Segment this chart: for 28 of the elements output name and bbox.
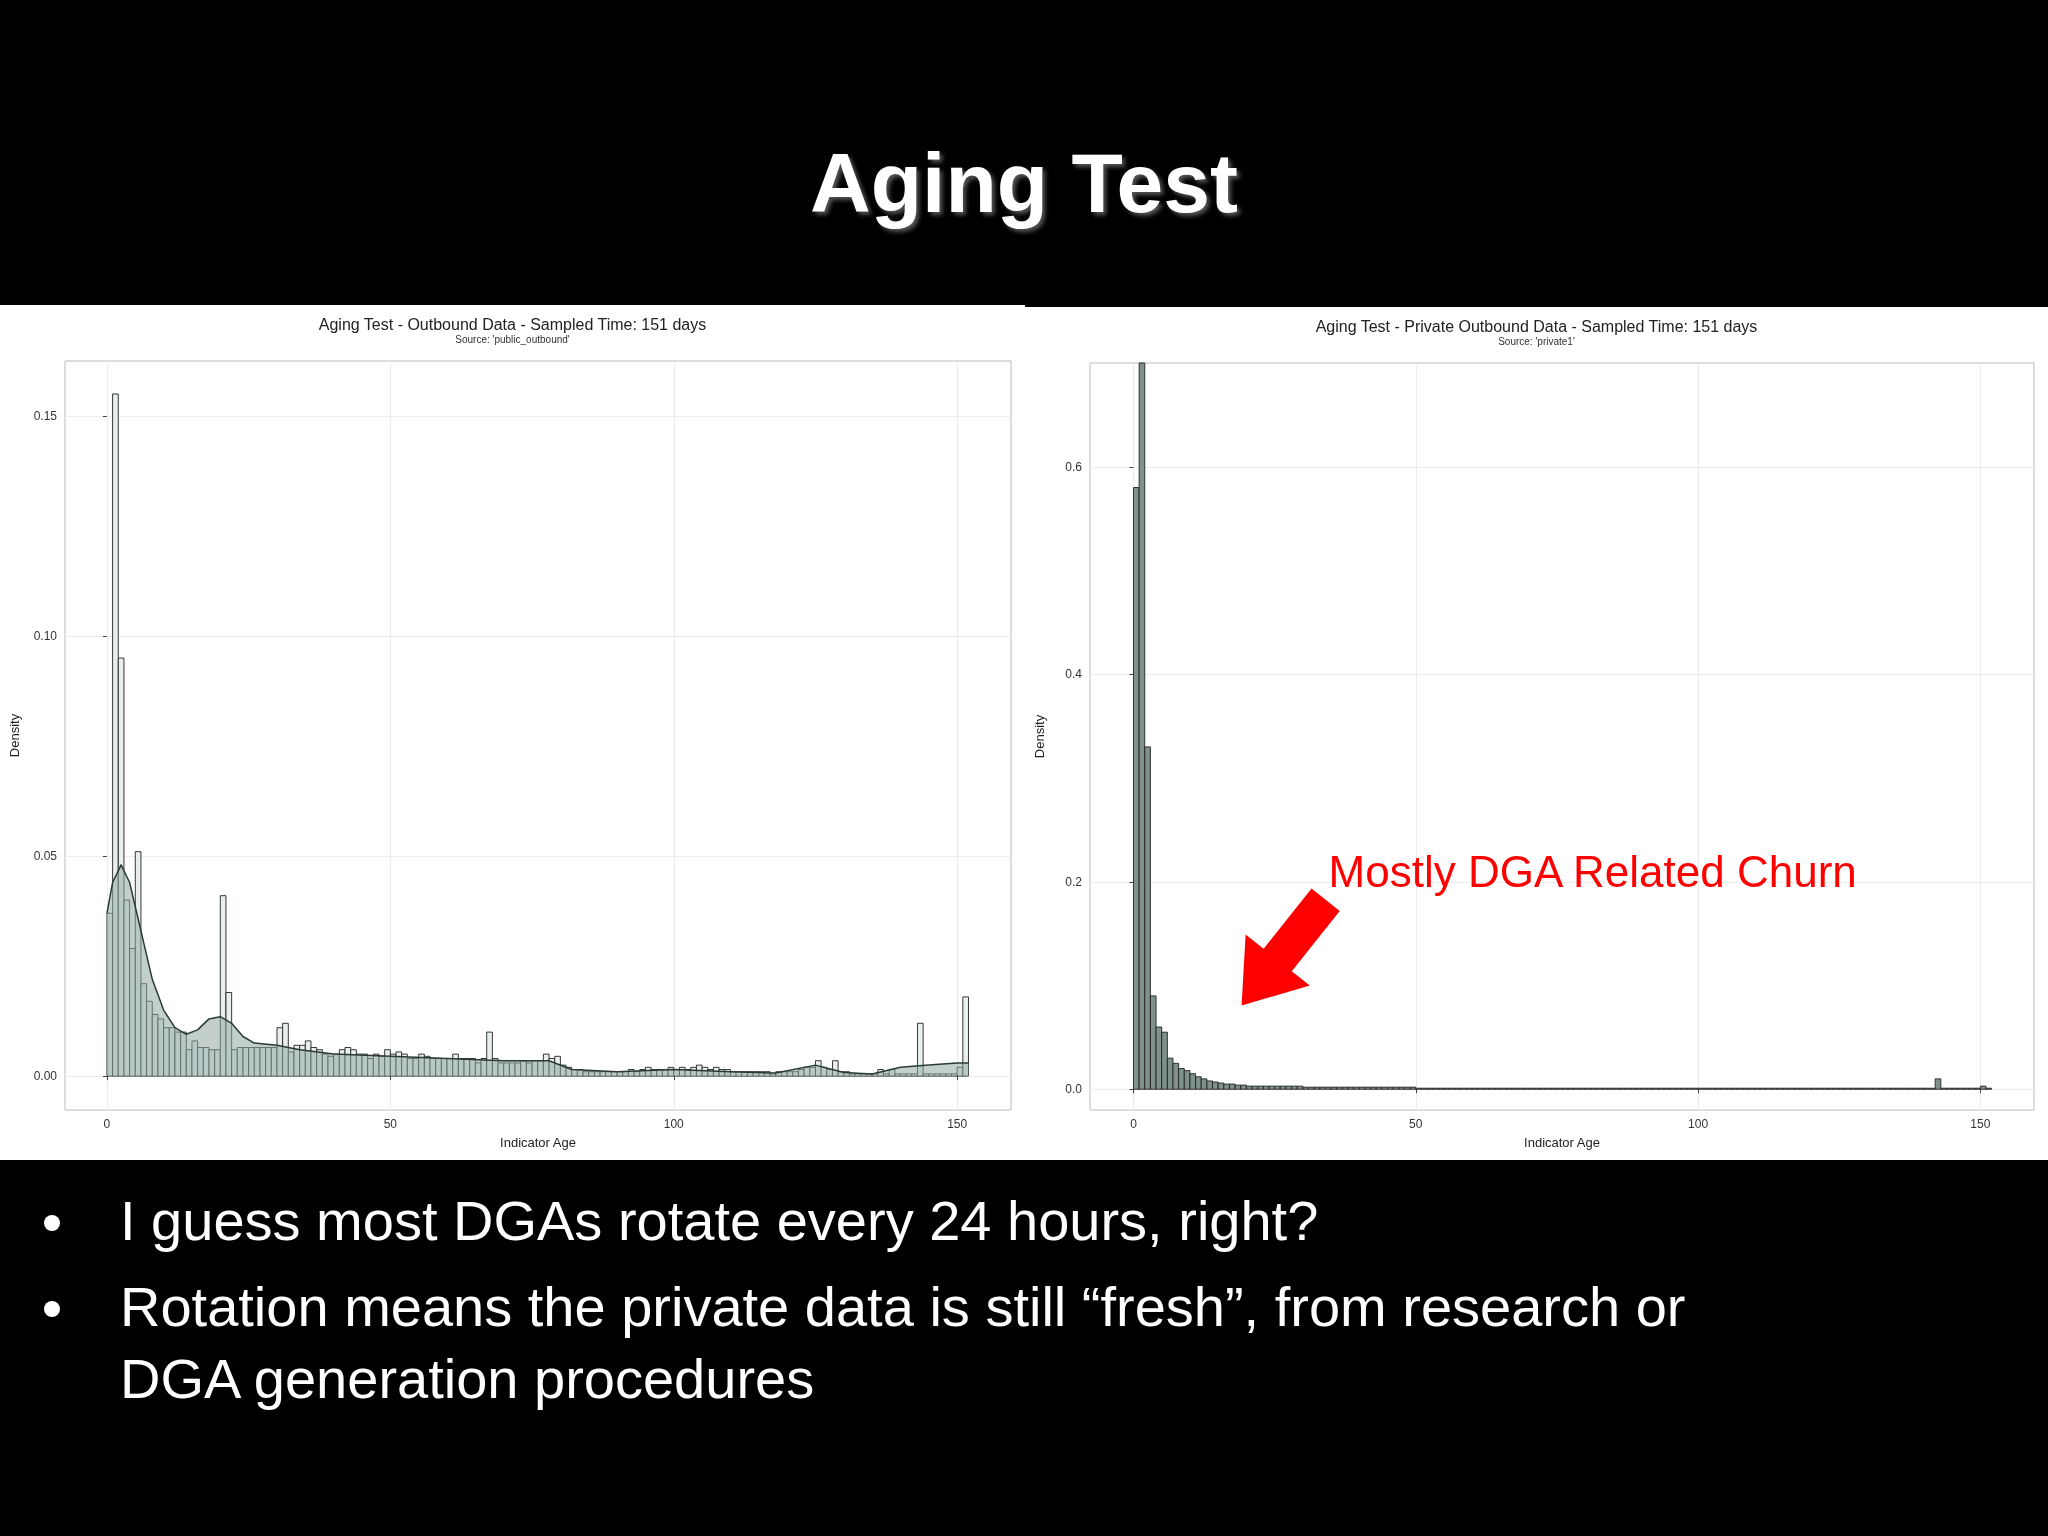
y-tick-label: 0.10 — [33, 629, 58, 644]
x-tick-label: 150 — [947, 1117, 968, 1131]
x-tick-label: 50 — [1409, 1117, 1423, 1131]
y-tick-label: 0.15 — [33, 409, 58, 424]
x-tick-label: 100 — [663, 1117, 685, 1131]
y-axis-title: Density — [1032, 714, 1047, 759]
x-tick-label: 150 — [1970, 1117, 1991, 1131]
y-tick-label: 0.4 — [1065, 667, 1083, 682]
x-axis-title: Indicator Age — [500, 1135, 576, 1150]
x-tick-label: 50 — [383, 1117, 398, 1131]
text: I guess most DGAs rotate every 24 hours, right? — [120, 1189, 1319, 1252]
x-tick-label: 0 — [1130, 1117, 1138, 1131]
x-tick-label: 0 — [103, 1117, 111, 1131]
chart-title: Aging Test - Private Outbound Data - Sampled Time: 151 days — [1315, 317, 1758, 335]
y-tick-label: 0.2 — [1065, 874, 1083, 889]
text: Rotation means the private data is still “fresh”, from research or DGA generation procedures — [120, 1275, 1686, 1410]
y-axis-title: Density — [7, 713, 22, 758]
x-tick-label: 100 — [1688, 1117, 1709, 1131]
chart-subtitle: Source: 'private1' — [1498, 335, 1575, 347]
annotation: Mostly DGA Related Churn — [1328, 846, 1857, 899]
y-tick-label: 0.6 — [1065, 459, 1083, 474]
y-tick-label: 0.0 — [1065, 1082, 1083, 1097]
y-tick-label: 0.00 — [33, 1069, 58, 1084]
chart-subtitle: Source: 'public_outbound' — [455, 333, 570, 345]
chart-title: Aging Test - Outbound Data - Sampled Time: 151 days — [318, 315, 707, 333]
y-tick-label: 0.05 — [33, 849, 58, 864]
x-axis-title: Indicator Age — [1524, 1135, 1600, 1150]
text: Aging Test — [809, 135, 1239, 232]
